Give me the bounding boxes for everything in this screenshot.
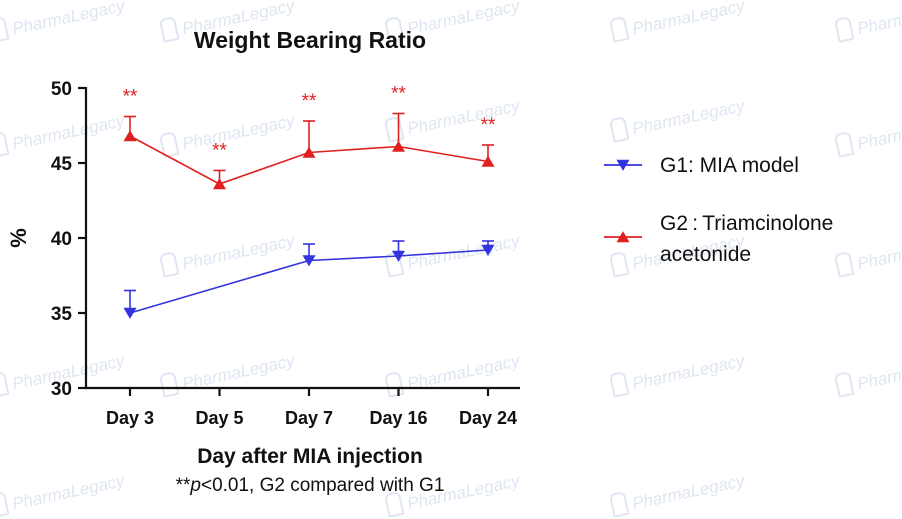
y-tick-label: 40 <box>51 229 72 250</box>
data-point <box>123 307 137 319</box>
data-point <box>213 178 226 190</box>
legend-label: G2 : Triamcinolone <box>660 212 833 235</box>
significance-asterisks: ** <box>302 91 317 112</box>
significance-asterisks: ** <box>123 87 138 108</box>
data-point <box>481 244 495 256</box>
y-tick-label: 30 <box>51 379 72 400</box>
significance-asterisks: ** <box>212 141 227 162</box>
series-2 <box>123 112 495 190</box>
data-point <box>123 130 137 142</box>
series-layer <box>123 112 495 319</box>
legend-label: acetonide <box>660 243 751 266</box>
legend-label: G1: MIA model <box>660 154 799 177</box>
x-tick-label: Day 3 <box>106 408 154 428</box>
chart-title: Weight Bearing Ratio <box>194 27 426 53</box>
data-point <box>302 146 316 158</box>
data-point <box>392 140 405 152</box>
x-tick-label: Day 16 <box>369 408 427 428</box>
x-tick-label: Day 7 <box>285 408 333 428</box>
x-tick-label: Day 24 <box>459 408 517 428</box>
x-axis-label: Day after MIA injection <box>197 445 423 468</box>
data-point <box>481 155 495 167</box>
footnote-p: p <box>189 475 201 496</box>
y-tick-label: 45 <box>51 154 73 175</box>
significance-footnote: **p<0.01, G2 compared with G1 <box>176 475 445 496</box>
footnote-stars: ** <box>176 475 191 496</box>
significance-asterisks: ** <box>391 84 406 105</box>
series-1 <box>123 240 495 319</box>
y-tick-label: 50 <box>51 79 72 100</box>
y-axis: 30 35 40 45 50 <box>51 79 88 400</box>
x-tick-label: Day 5 <box>195 408 243 428</box>
data-point <box>302 255 316 267</box>
significance-markers: ** ** ** ** ** <box>123 84 496 162</box>
legend-marker <box>616 231 630 243</box>
y-tick-label: 35 <box>51 304 73 325</box>
significance-asterisks: ** <box>481 115 496 136</box>
series-line <box>129 249 489 314</box>
legend-item-2: G2 : Triamcinolone acetonide <box>604 212 833 266</box>
footnote-text: <0.01, G2 compared with G1 <box>201 475 444 496</box>
data-point <box>392 250 405 262</box>
legend-marker <box>616 159 630 171</box>
y-axis-label: % <box>6 228 31 248</box>
legend-item-1: G1: MIA model <box>604 154 799 177</box>
x-axis: Day 3 Day 5 Day 7 Day 16 Day 24 <box>85 386 520 428</box>
legend: G1: MIA model G2 : Triamcinolone acetonide <box>604 154 833 266</box>
